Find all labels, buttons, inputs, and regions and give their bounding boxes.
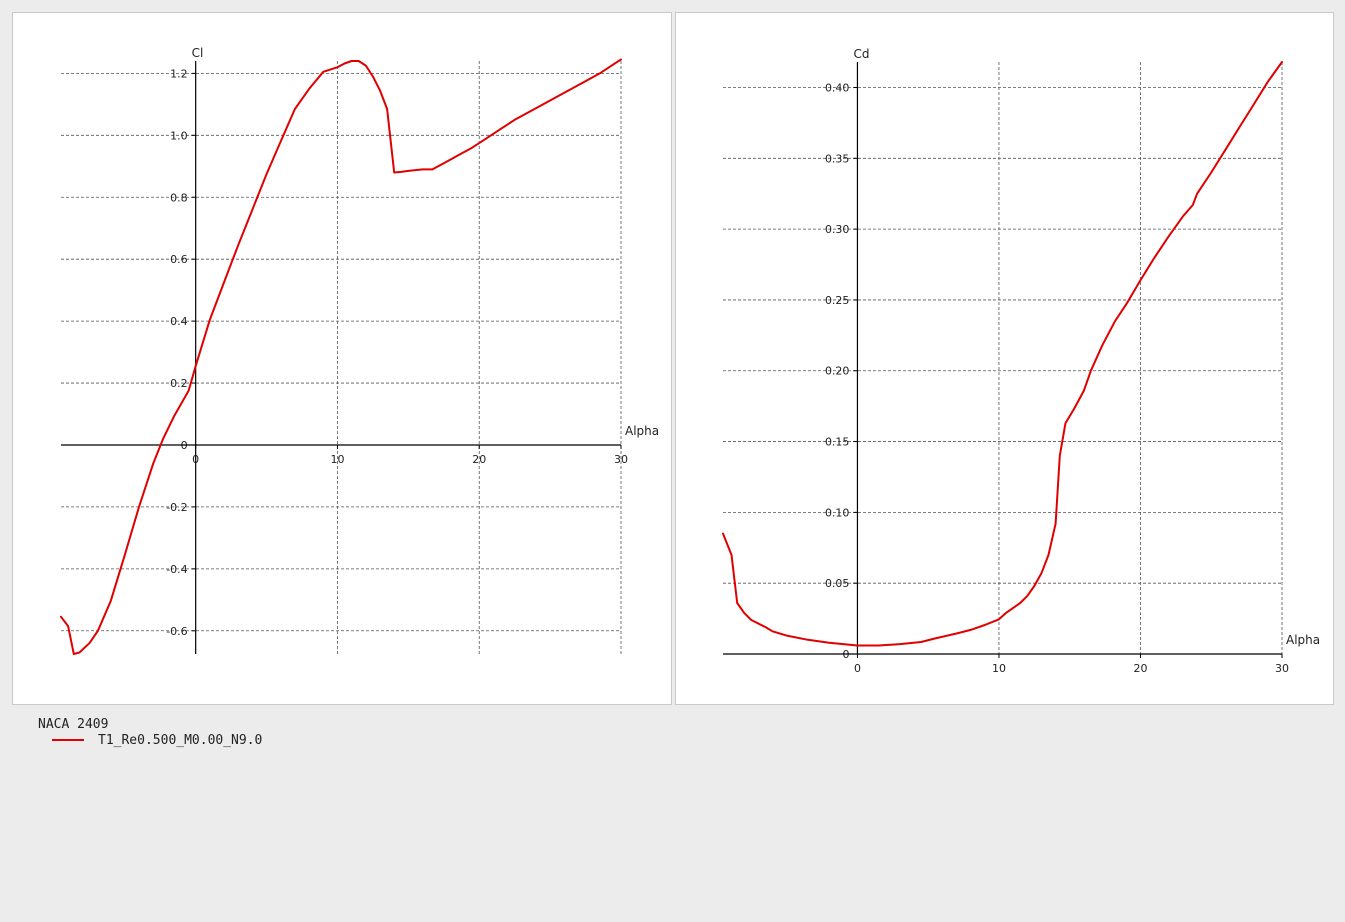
cl-alpha-panel[interactable]: -0.6-0.4-0.200.20.40.60.81.01.20102030Cl…: [12, 12, 672, 705]
legend-area: NACA 2409 T1_Re0.500_M0.00_N9.0: [12, 706, 1334, 910]
cl-y-tick-label-9: 1.2: [170, 67, 188, 80]
cl-y-axis-label: Cl: [192, 46, 204, 60]
legend-foil-name: NACA 2409: [38, 717, 109, 732]
cl-series-line-0[interactable]: [60, 58, 622, 655]
cd-alpha-chart[interactable]: 00.050.100.150.200.250.300.350.400102030…: [676, 13, 1333, 704]
legend-line-swatch: [52, 739, 84, 741]
cd-x-axis-label: Alpha: [1286, 633, 1320, 647]
legend-entry[interactable]: T1_Re0.500_M0.00_N9.0: [52, 732, 262, 748]
cl-x-tick-label-3: 30: [614, 453, 628, 466]
cd-y-tick-label-4: 0.20: [825, 365, 850, 378]
cd-x-tick-label-2: 20: [1133, 662, 1147, 675]
cd-alpha-panel[interactable]: 00.050.100.150.200.250.300.350.400102030…: [675, 12, 1334, 705]
cl-x-tick-label-2: 20: [472, 453, 486, 466]
cd-x-tick-label-1: 10: [992, 662, 1006, 675]
cl-y-tick-label-2: -0.2: [166, 501, 187, 514]
cl-y-tick-label-5: 0.4: [170, 315, 188, 328]
legend-series-name: T1_Re0.500_M0.00_N9.0: [98, 732, 263, 748]
cl-y-tick-label-0: -0.6: [166, 625, 187, 638]
cd-x-tick-label-0: 0: [854, 662, 861, 675]
cd-y-tick-label-5: 0.25: [825, 294, 850, 307]
cd-y-tick-label-6: 0.30: [825, 223, 850, 236]
cl-y-tick-label-6: 0.6: [170, 253, 188, 266]
cl-y-tick-label-1: -0.4: [166, 563, 187, 576]
cd-y-tick-label-8: 0.40: [825, 81, 850, 94]
cl-x-tick-label-1: 10: [330, 453, 344, 466]
cd-y-tick-label-1: 0.05: [825, 577, 850, 590]
cl-y-tick-label-4: 0.2: [170, 377, 188, 390]
cl-x-axis-label: Alpha: [625, 424, 659, 438]
cl-alpha-chart[interactable]: -0.6-0.4-0.200.20.40.60.81.01.20102030Cl…: [13, 13, 671, 704]
cd-y-tick-label-3: 0.15: [825, 436, 850, 449]
cd-series-line-0[interactable]: [722, 61, 1283, 647]
cl-y-tick-label-8: 1.0: [170, 129, 188, 142]
cd-y-tick-label-2: 0.10: [825, 506, 850, 519]
cd-y-axis-label: Cd: [853, 47, 869, 61]
cd-x-tick-label-3: 30: [1275, 662, 1289, 675]
cd-y-tick-label-7: 0.35: [825, 152, 850, 165]
cl-y-tick-label-7: 0.8: [170, 191, 188, 204]
